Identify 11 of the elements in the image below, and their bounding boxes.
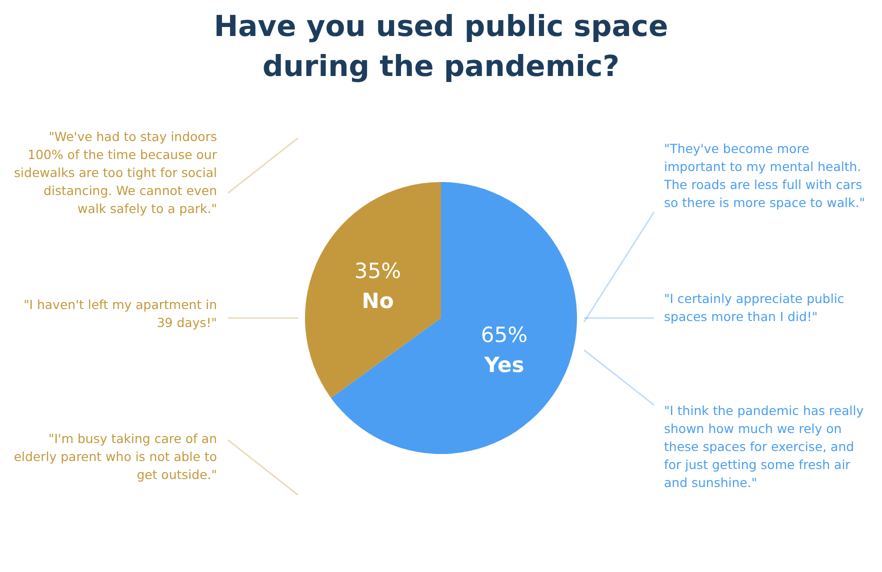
- slice-label: Yes: [483, 353, 524, 378]
- slice-label: No: [362, 288, 394, 313]
- text: "I think the pandemic has really shown how much we rely on these spaces for exercise, and for just getting some fresh air and sunshine.": [664, 402, 865, 492]
- data-label: 35%: [354, 258, 402, 283]
- text: "I haven't left my apartment in 39 days!": [22, 296, 217, 332]
- chart-title: Have you used public space during the pandemic?: [212, 8, 670, 85]
- data-label: 65%: [480, 323, 528, 348]
- text: "They've become more important to my mental health. The roads are less full with cars so there is more space to walk.": [664, 140, 866, 212]
- text: "We've had to stay indoors 100% of the time because our sidewalks are too tight for social distancing. We cannot even walk safely to a park.": [13, 128, 217, 218]
- text: "I certainly appreciate public spaces more than I did!": [664, 290, 846, 326]
- text: "I'm busy taking care of an elderly parent who is not able to get outside.": [12, 430, 217, 484]
